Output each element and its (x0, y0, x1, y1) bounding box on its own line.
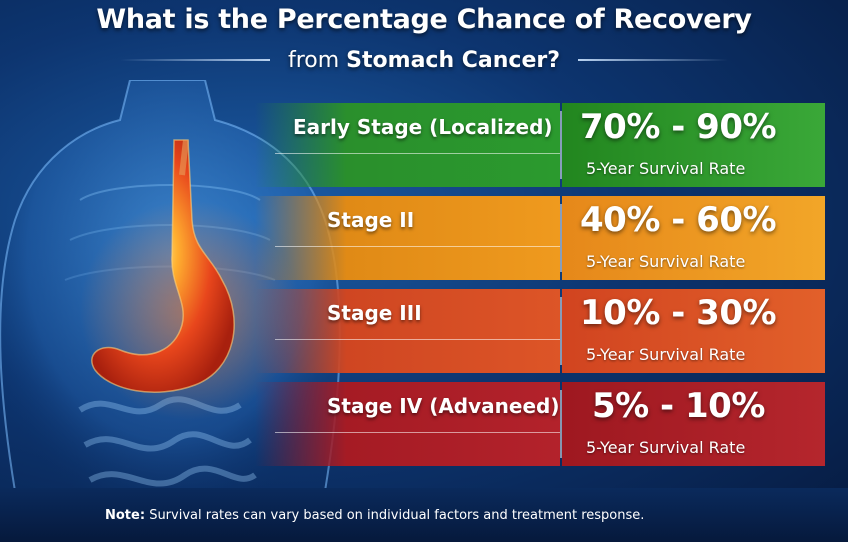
column-divider (560, 297, 562, 365)
survival-panel: 70% - 90% 5-Year Survival Rate (562, 103, 825, 187)
stage-label-panel: Early Stage (Localized) (255, 103, 560, 187)
stage-name: Stage IV (Advaneed) (327, 394, 560, 418)
stage-label-panel: Stage II (255, 196, 560, 280)
subtitle-prefix: from (287, 47, 340, 73)
note-text: Survival rates can vary based on individ… (149, 508, 645, 523)
stage-row-3: Stage III 10% - 30% 5-Year Survival Rate (255, 289, 825, 373)
torso-stomach-illustration (0, 80, 341, 520)
survival-range: 5% - 10% (592, 386, 765, 426)
survival-rate-label: 5-Year Survival Rate (586, 252, 746, 271)
row-divider (275, 153, 560, 154)
stage-label-panel: Stage IV (Advaneed) (255, 382, 560, 466)
survival-rate-label: 5-Year Survival Rate (586, 345, 746, 364)
stage-row-4: Stage IV (Advaneed) 5% - 10% 5-Year Surv… (255, 382, 825, 466)
footnote: Note: Survival rates can vary based on i… (105, 508, 644, 523)
row-divider (275, 339, 560, 340)
stage-row-early: Early Stage (Localized) 70% - 90% 5-Year… (255, 103, 825, 187)
column-divider (560, 111, 562, 179)
stage-name: Stage III (327, 301, 422, 325)
subtitle-emphasis: Stomach Cancer? (346, 47, 561, 73)
row-divider (275, 432, 560, 433)
survival-range: 10% - 30% (580, 293, 777, 333)
note-label: Note: (105, 508, 146, 523)
page-title: What is the Percentage Chance of Recover… (96, 4, 752, 35)
survival-panel: 5% - 10% 5-Year Survival Rate (562, 382, 825, 466)
survival-range: 70% - 90% (580, 107, 777, 147)
row-divider (275, 246, 560, 247)
stage-row-2: Stage II 40% - 60% 5-Year Survival Rate (255, 196, 825, 280)
survival-panel: 10% - 30% 5-Year Survival Rate (562, 289, 825, 373)
column-divider (560, 390, 562, 458)
column-divider (560, 204, 562, 272)
page-subtitle: from Stomach Cancer? (270, 48, 578, 73)
stage-name: Early Stage (Localized) (293, 115, 553, 139)
survival-range: 40% - 60% (580, 200, 777, 240)
survival-panel: 40% - 60% 5-Year Survival Rate (562, 196, 825, 280)
survival-rate-label: 5-Year Survival Rate (586, 438, 746, 457)
divider-left (119, 59, 270, 61)
divider-right (578, 59, 729, 61)
subtitle-row: from Stomach Cancer? (0, 44, 848, 76)
stage-label-panel: Stage III (255, 289, 560, 373)
footer-bar: Note: Survival rates can vary based on i… (0, 488, 848, 542)
survival-rate-label: 5-Year Survival Rate (586, 159, 746, 178)
stage-name: Stage II (327, 208, 415, 232)
